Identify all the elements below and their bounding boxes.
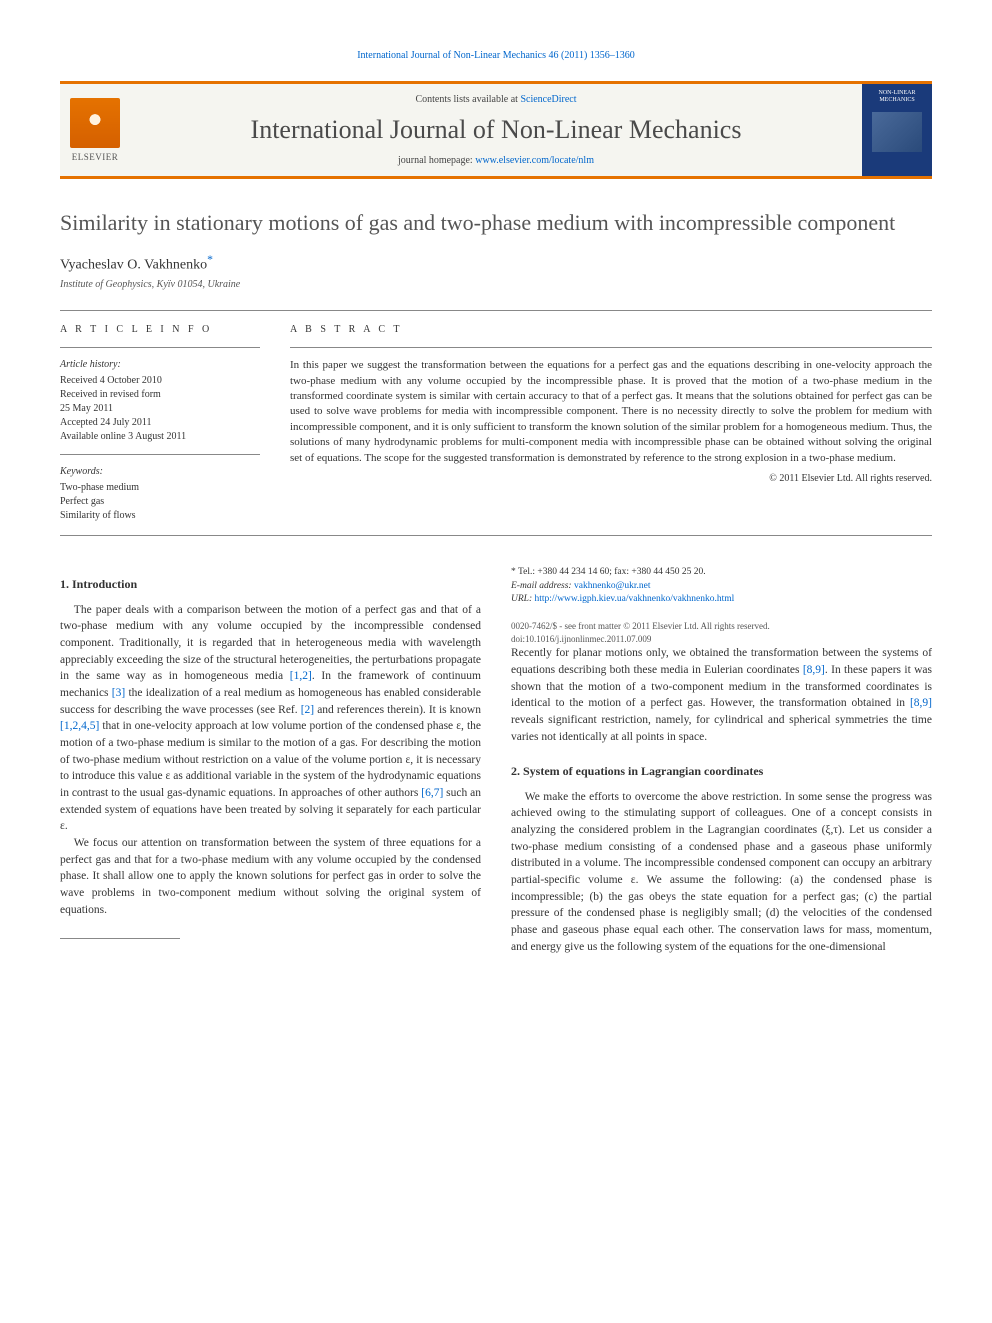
footnote-marker: *	[511, 567, 518, 577]
corresponding-footnote: * Tel.: +380 44 234 14 60; fax: +380 44 …	[511, 566, 932, 606]
contents-line: Contents lists available at ScienceDirec…	[150, 94, 842, 105]
footnote-tel: Tel.: +380 44 234 14 60; fax: +380 44 45…	[518, 567, 706, 577]
author-name: Vyacheslav O. Vakhnenko*	[60, 253, 932, 274]
ref-link[interactable]: [1,2]	[290, 670, 312, 682]
homepage-line: journal homepage: www.elsevier.com/locat…	[150, 155, 842, 166]
section-heading-1: 1. Introduction	[60, 576, 481, 593]
keyword-item: Perfect gas	[60, 495, 260, 509]
info-rule	[60, 347, 260, 348]
sciencedirect-link[interactable]: ScienceDirect	[520, 94, 576, 105]
url-label: URL:	[511, 594, 535, 604]
ref-link[interactable]: [2]	[301, 704, 314, 716]
cover-title: NON-LINEAR MECHANICS	[866, 90, 928, 104]
keyword-item: Two-phase medium	[60, 481, 260, 495]
author-email-link[interactable]: vakhnenko@ukr.net	[574, 581, 651, 591]
author-url-link[interactable]: http://www.igph.kiev.ua/vakhnenko/vakhne…	[535, 594, 735, 604]
footer-meta: 0020-7462/$ - see front matter © 2011 El…	[511, 620, 932, 645]
publisher-logo[interactable]: ELSEVIER	[60, 84, 130, 176]
article-info-heading: A R T I C L E I N F O	[60, 323, 260, 337]
ref-link[interactable]: [8,9]	[910, 697, 932, 709]
publisher-name: ELSEVIER	[72, 152, 119, 162]
body-text: and references therein). It is known	[314, 704, 481, 716]
body-paragraph: The paper deals with a comparison betwee…	[60, 602, 481, 835]
abstract-rule	[290, 347, 932, 348]
journal-cover-thumbnail[interactable]: NON-LINEAR MECHANICS	[862, 84, 932, 176]
contents-text: Contents lists available at	[415, 94, 520, 105]
ref-link[interactable]: [1,2,4,5]	[60, 720, 99, 732]
homepage-text: journal homepage:	[398, 155, 475, 166]
body-paragraph: Recently for planar motions only, we obt…	[511, 645, 932, 745]
body-text: reveals significant restriction, namely,…	[511, 714, 932, 743]
article-title: Similarity in stationary motions of gas …	[60, 209, 932, 238]
section-heading-2: 2. System of equations in Lagrangian coo…	[511, 763, 932, 780]
corresponding-marker[interactable]: *	[207, 253, 213, 266]
article-body: 1. Introduction The paper deals with a c…	[60, 566, 932, 955]
history-revised-line1: Received in revised form	[60, 388, 260, 402]
elsevier-tree-icon	[70, 98, 120, 148]
issn-line: 0020-7462/$ - see front matter © 2011 El…	[511, 620, 932, 633]
footnote-rule	[60, 938, 180, 939]
history-accepted: Accepted 24 July 2011	[60, 416, 260, 430]
history-online: Available online 3 August 2011	[60, 430, 260, 444]
homepage-link[interactable]: www.elsevier.com/locate/nlm	[475, 155, 594, 166]
body-text: that in one-velocity approach at low vol…	[60, 720, 481, 799]
article-info-block: A R T I C L E I N F O Article history: R…	[60, 323, 260, 523]
keywords-label: Keywords:	[60, 465, 260, 479]
ref-link[interactable]: [3]	[112, 687, 125, 699]
journal-name: International Journal of Non-Linear Mech…	[150, 115, 842, 145]
history-revised-line2: 25 May 2011	[60, 402, 260, 416]
abstract-copyright: © 2011 Elsevier Ltd. All rights reserved…	[290, 472, 932, 486]
cover-image-icon	[872, 112, 922, 152]
doi-line: doi:10.1016/j.ijnonlinmec.2011.07.009	[511, 633, 932, 646]
body-paragraph: We focus our attention on transformation…	[60, 835, 481, 918]
citation-link[interactable]: International Journal of Non-Linear Mech…	[357, 50, 635, 61]
keywords-rule	[60, 454, 260, 455]
journal-header-bar: ELSEVIER Contents lists available at Sci…	[60, 81, 932, 179]
author-text: Vyacheslav O. Vakhnenko	[60, 257, 207, 272]
abstract-block: A B S T R A C T In this paper we suggest…	[290, 323, 932, 523]
keyword-item: Similarity of flows	[60, 509, 260, 523]
ref-link[interactable]: [6,7]	[421, 787, 443, 799]
info-abstract-row: A R T I C L E I N F O Article history: R…	[60, 310, 932, 536]
author-affiliation: Institute of Geophysics, Kyïv 01054, Ukr…	[60, 279, 932, 290]
history-label: Article history:	[60, 358, 260, 372]
citation-header: International Journal of Non-Linear Mech…	[60, 50, 932, 61]
abstract-text: In this paper we suggest the transformat…	[290, 358, 932, 466]
header-center: Contents lists available at ScienceDirec…	[130, 84, 862, 176]
body-paragraph: We make the efforts to overcome the abov…	[511, 789, 932, 956]
ref-link[interactable]: [8,9]	[803, 664, 825, 676]
abstract-heading: A B S T R A C T	[290, 323, 932, 337]
email-label: E-mail address:	[511, 581, 574, 591]
history-received: Received 4 October 2010	[60, 374, 260, 388]
